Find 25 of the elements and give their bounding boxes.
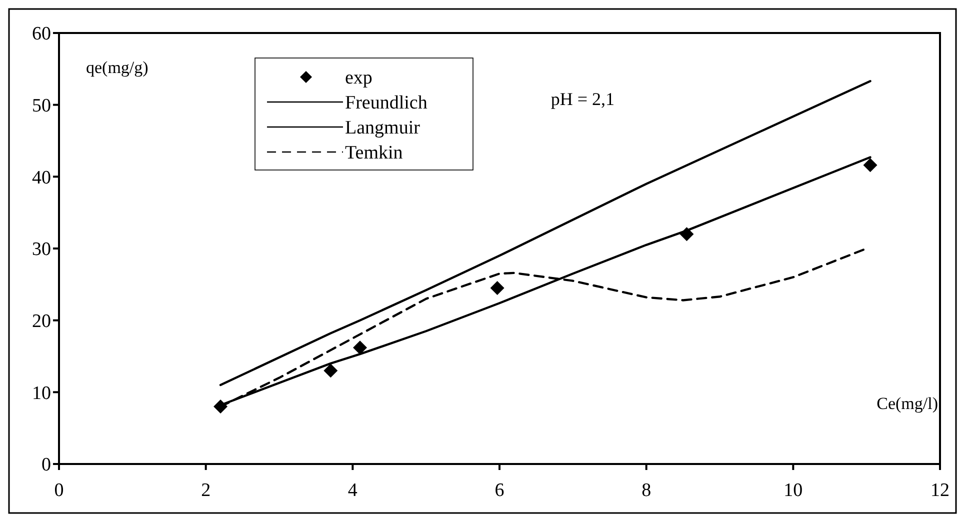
x-tick-label: 0	[54, 480, 64, 501]
legend-label: Temkin	[345, 142, 404, 164]
legend-label: Freundlich	[345, 92, 428, 114]
annotation: pH = 2,1	[550, 88, 615, 109]
y-tick-label: 60	[32, 24, 51, 45]
x-tick-label: 2	[201, 480, 211, 501]
point	[353, 340, 368, 355]
point	[490, 281, 504, 296]
y-axis-title: qe(mg/g)	[86, 58, 148, 77]
point	[863, 158, 878, 172]
x-axis-title: Ce(mg/l)	[876, 394, 938, 413]
y-tick-label: 10	[32, 382, 51, 404]
y-tick-label: 20	[32, 310, 51, 332]
legend-label: Langmuir	[345, 118, 421, 139]
x-tick-label: 10	[784, 480, 803, 501]
x-tick-label: 8	[642, 480, 652, 501]
x-tick-label: 6	[494, 480, 504, 501]
y-tick-label: 50	[32, 95, 51, 116]
y-tick-label: 0	[42, 454, 51, 476]
y-tick-label: 30	[32, 239, 51, 260]
x-tick-label: 4	[348, 480, 358, 501]
point	[324, 364, 338, 378]
y-tick-label: 40	[32, 167, 51, 188]
x-tick-label: 12	[930, 480, 950, 501]
legend-label: exp	[345, 68, 372, 89]
